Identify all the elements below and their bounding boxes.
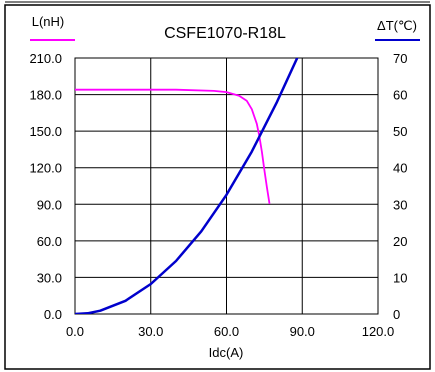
x-tick-label: 90.0 [290,324,315,339]
outer-border [4,4,431,370]
right-tick-labels: 0 10 20 30 40 50 60 70 [393,51,407,322]
left-tick-label: 180.0 [29,88,62,103]
right-axis-label: ΔT(℃) [377,18,417,33]
left-tick-label: 150.0 [29,124,62,139]
left-axis-label: L(nH) [32,14,65,29]
left-tick-label: 210.0 [29,51,62,66]
right-tick-label: 30 [393,197,407,212]
inductance-curve [75,88,271,205]
x-axis-label: Idc(A) [209,345,244,360]
right-tick-label: 10 [393,270,407,285]
x-tick-label: 30.0 [138,324,163,339]
left-tick-label: 120.0 [29,161,62,176]
x-tick-label: 0.0 [66,324,84,339]
x-tick-label: 60.0 [214,324,239,339]
x-tick-label: 120.0 [362,324,395,339]
left-tick-labels: 0.0 30.0 60.0 90.0 120.0 150.0 180.0 210.0 [29,51,62,322]
right-tick-label: 60 [393,88,407,103]
left-tick-label: 30.0 [37,270,62,285]
right-tick-label: 50 [393,124,407,139]
series-group [75,58,299,314]
temperature-rise-curve [75,58,299,314]
left-tick-label: 60.0 [37,234,62,249]
chart-title: CSFE1070-R18L [164,25,286,42]
left-tick-label: 0.0 [44,307,62,322]
right-tick-label: 0 [393,307,400,322]
right-tick-label: 20 [393,234,407,249]
grid-lines [75,58,378,314]
right-tick-label: 40 [393,161,407,176]
x-tick-labels: 0.0 30.0 60.0 90.0 120.0 [66,324,394,339]
right-tick-label: 70 [393,51,407,66]
left-tick-label: 90.0 [37,197,62,212]
